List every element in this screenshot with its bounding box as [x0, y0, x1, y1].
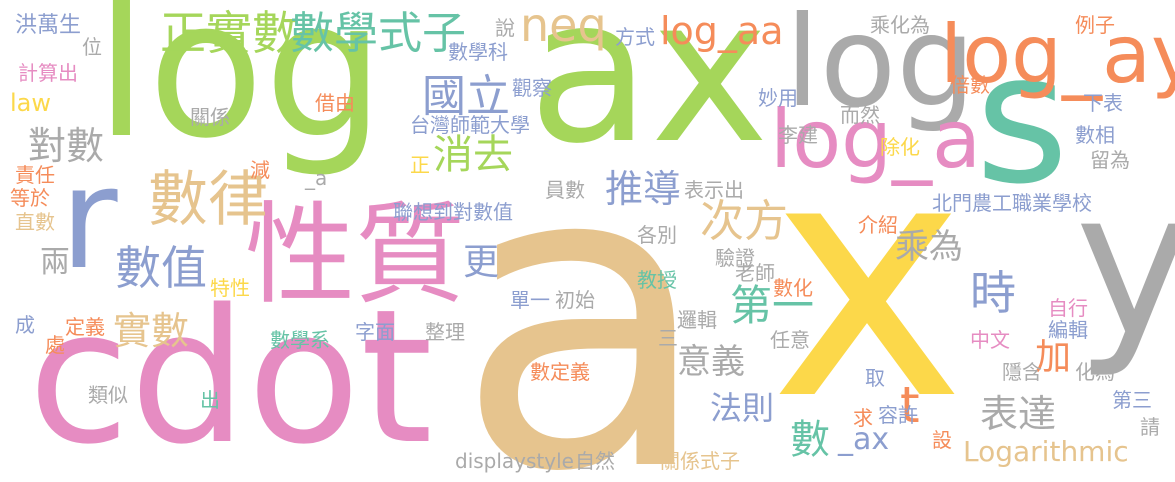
word-59: _a [305, 168, 327, 188]
word-66: 北門農工職業學校 [932, 193, 1092, 213]
word-87: 中文 [970, 330, 1010, 350]
word-16: neq [520, 2, 607, 48]
word-88: 編輯 [1048, 320, 1088, 340]
word-38: 位 [82, 37, 102, 57]
word-47: 說 [495, 18, 515, 38]
word-76: 數化 [773, 278, 813, 298]
word-99: 設 [932, 430, 952, 450]
word-101: 自然 [575, 451, 615, 471]
word-67: 聯想到對數值 [393, 202, 513, 222]
word-31: 數 [790, 420, 830, 460]
word-74: 單一 [510, 290, 550, 310]
word-29: 意義 [677, 345, 745, 379]
word-65: 表示出 [684, 180, 744, 200]
word-102: 關係式子 [660, 451, 740, 471]
word-14: 正實數 [160, 10, 298, 56]
word-69: 介紹 [858, 215, 898, 235]
word-77: 自行 [1048, 298, 1088, 318]
word-91: 化為 [1075, 362, 1115, 382]
word-26: 更 [463, 245, 499, 281]
word-85: 處 [45, 335, 65, 355]
word-13: 數值 [115, 245, 207, 291]
word-68: 各別 [637, 225, 677, 245]
word-89: 數定義 [530, 362, 590, 382]
word-73: 教授 [637, 270, 677, 290]
word-41: law [10, 91, 51, 115]
word-83: 三 [658, 328, 678, 348]
word-97: 容許 [878, 405, 918, 425]
word-37: 洪萬生 [15, 15, 81, 37]
word-98: 請 [1140, 417, 1160, 437]
word-20: 推導 [605, 170, 681, 208]
word-62: 等於 [10, 188, 50, 208]
word-90: 隱含 [1002, 362, 1042, 382]
word-93: 出 [200, 390, 220, 410]
word-48: 方式 [615, 27, 655, 47]
word-28: 乘為 [895, 230, 963, 264]
word-19: 消去 [433, 135, 513, 175]
word-92: 類似 [88, 385, 128, 405]
word-44: 觀察 [512, 78, 552, 98]
word-84: 邏輯 [677, 310, 717, 330]
word-75: 初始 [555, 290, 595, 310]
word-21: 次方 [700, 200, 788, 244]
word-35: 表達 [980, 395, 1056, 433]
word-55: 李建 [778, 125, 818, 145]
word-70: 特性 [210, 278, 250, 298]
word-42: 關係 [190, 107, 230, 127]
word-95: 第三 [1112, 390, 1152, 410]
word-15: 數學式子 [290, 12, 466, 56]
word-58: 留為 [1090, 150, 1130, 170]
word-50: 例子 [1075, 15, 1115, 35]
word-86: 任意 [770, 330, 810, 350]
word-82: 數學系 [270, 330, 330, 350]
word-64: 員數 [545, 180, 585, 200]
word-54: 下表 [1083, 93, 1123, 113]
word-22: 時 [970, 270, 1016, 316]
word-30: 法則 [710, 392, 774, 424]
word-24: 兩 [40, 248, 70, 278]
word-40: 計算出 [18, 63, 78, 83]
word-100: displaystyle [455, 451, 574, 471]
word-25: 實數 [113, 312, 189, 350]
word-23: 對數 [28, 127, 104, 165]
word-96: 求 [853, 408, 873, 428]
word-94: 取 [865, 368, 885, 388]
word-60: 減 [250, 160, 270, 180]
word-36: Logarithmic [963, 438, 1129, 466]
word-39: 數學科 [448, 42, 508, 62]
word-63: 直數 [15, 212, 55, 232]
word-51: 倍數 [950, 75, 990, 95]
word-57: 除化 [880, 137, 920, 157]
word-46: 正 [410, 155, 430, 175]
word-43: 借由 [315, 93, 355, 113]
word-80: 字面 [355, 322, 395, 342]
word-17: log_aa [660, 12, 784, 50]
word-45: 台灣師範大學 [410, 115, 530, 135]
word-72: 老師 [735, 263, 775, 283]
word-78: 成 [15, 315, 35, 335]
word-56: 數相 [1075, 125, 1115, 145]
word-79: 定義 [65, 317, 105, 337]
word-81: 整理 [425, 322, 465, 342]
word-61: 責任 [15, 165, 55, 185]
word-53: 而然 [840, 105, 880, 125]
word-52: 妙用 [758, 88, 798, 108]
word-49: 乘化為 [870, 15, 930, 35]
